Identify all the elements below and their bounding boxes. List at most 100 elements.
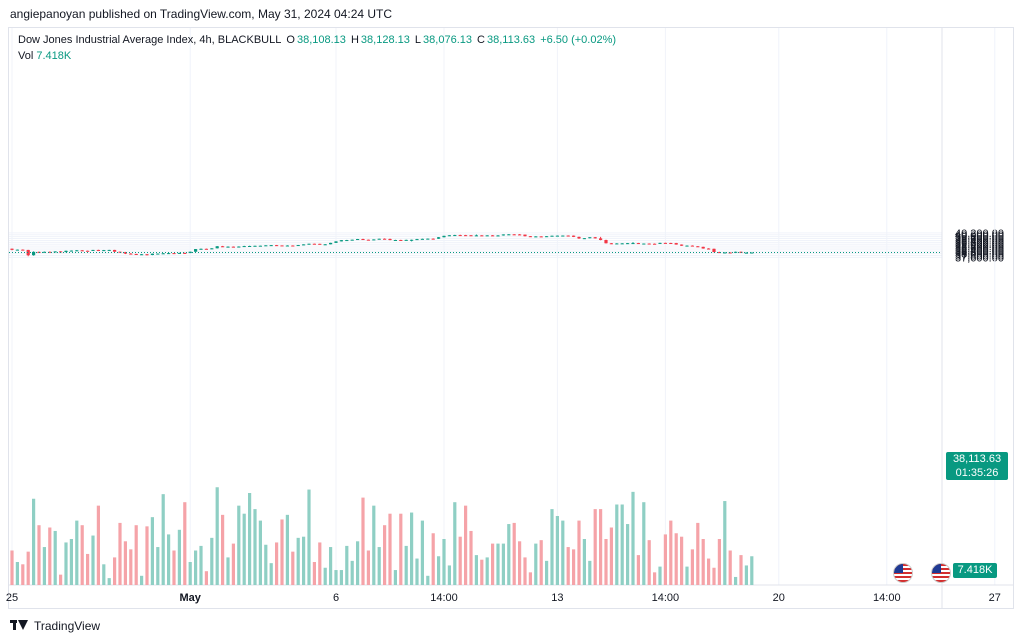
volume-bar [636,555,640,585]
volume-bar [329,547,333,585]
candle-body [588,237,592,239]
y-tick-label: 39,600.00 [955,234,1004,246]
volume-bar [339,570,343,585]
volume-bar [626,524,630,585]
candle-body [242,246,246,248]
candle-body [258,245,262,247]
candle-body [307,243,311,245]
candle-body [215,246,219,249]
x-tick-label: 14:00 [652,592,680,604]
volume-bar [280,519,284,585]
volume-bar [231,543,235,585]
volume-bar [285,514,289,585]
candle-body [750,252,754,254]
volume-bar [388,513,392,585]
volume-bar [431,533,435,585]
volume-bar [415,558,419,585]
candle-body [415,239,419,241]
volume-bar [307,489,311,585]
volume-bar [113,557,117,585]
y-tick-label: 38,600.00 [955,243,1004,255]
volume-bar [728,550,732,585]
volume-bar [210,537,214,585]
change-value: +6.50 (+0.02%) [540,34,617,46]
volume-bar [663,534,667,585]
ohlc-legend: Dow Jones Industrial Average Index, 4h, … [18,34,618,46]
candle-body [350,239,354,241]
candle-body [64,250,68,253]
candle-body [744,252,748,254]
candle-body [496,235,500,237]
volume-bar [410,512,414,585]
candle-body [723,252,727,254]
volume-bar [707,558,711,585]
candle-body [366,239,370,241]
volume-bar [156,547,160,585]
volume-bar [312,562,316,585]
candle-body [523,234,527,237]
candle-body [372,239,376,241]
volume-bar [404,545,408,585]
candle-body [453,235,457,237]
candle-body [593,237,597,239]
volume-bar [269,563,273,585]
bar-countdown: 01:35:26 [955,467,999,479]
candle-body [161,253,165,255]
candle-body [150,253,154,256]
volume-bar [658,566,662,585]
x-tick-label: May [179,592,201,604]
candle-body [431,238,435,240]
volume-bar [696,522,700,585]
volume-bar [464,505,468,585]
candle-body [107,249,111,251]
candle-body [491,235,495,237]
candle-body [534,236,538,238]
x-tick-label: 20 [773,592,785,604]
volume-bar [167,534,171,585]
volume-bar [123,541,127,585]
close-value: 38,113.63 [487,34,536,46]
us-flag-icon[interactable] [893,563,913,583]
candle-body [442,235,446,238]
candle-body [183,252,187,254]
volume-bar [21,564,25,585]
volume-bar [501,543,505,585]
candle-body [626,243,630,245]
volume-bar [577,520,581,585]
x-tick-label: 6 [333,592,339,604]
volume-bar [701,539,705,585]
volume-bar [458,536,462,585]
chart-frame[interactable] [8,27,1014,609]
volume-label: Vol [18,50,34,62]
volume-bar [248,493,252,585]
candle-body [669,242,673,244]
candle-body [129,253,133,255]
candle-body [302,244,306,246]
us-flag-icon-2[interactable] [931,563,951,583]
candle-body [26,249,30,256]
volume-bar [550,509,554,585]
candle-body [690,245,694,247]
candle-body [501,234,505,236]
volume-bar [566,547,570,585]
symbol-title[interactable]: Dow Jones Industrial Average Index, 4h, … [18,34,282,46]
candle-body [226,246,230,248]
volume-bar [739,555,743,585]
candle-body [32,251,36,256]
volume-bar [215,487,219,585]
candle-body [636,243,640,245]
candle-body [296,245,300,247]
volume-bar [204,571,208,585]
volume-bar [296,537,300,585]
candle-body [631,243,635,245]
y-tick-label: 39,400.00 [955,235,1004,247]
open-value: 38,108.13 [296,34,346,46]
volume-bar [86,553,90,585]
candle-body [91,249,95,251]
candle-body [485,235,489,237]
volume-bar [291,551,295,585]
volume-bar [690,549,694,585]
volume-bar [442,539,446,585]
volume-bar [393,570,397,585]
